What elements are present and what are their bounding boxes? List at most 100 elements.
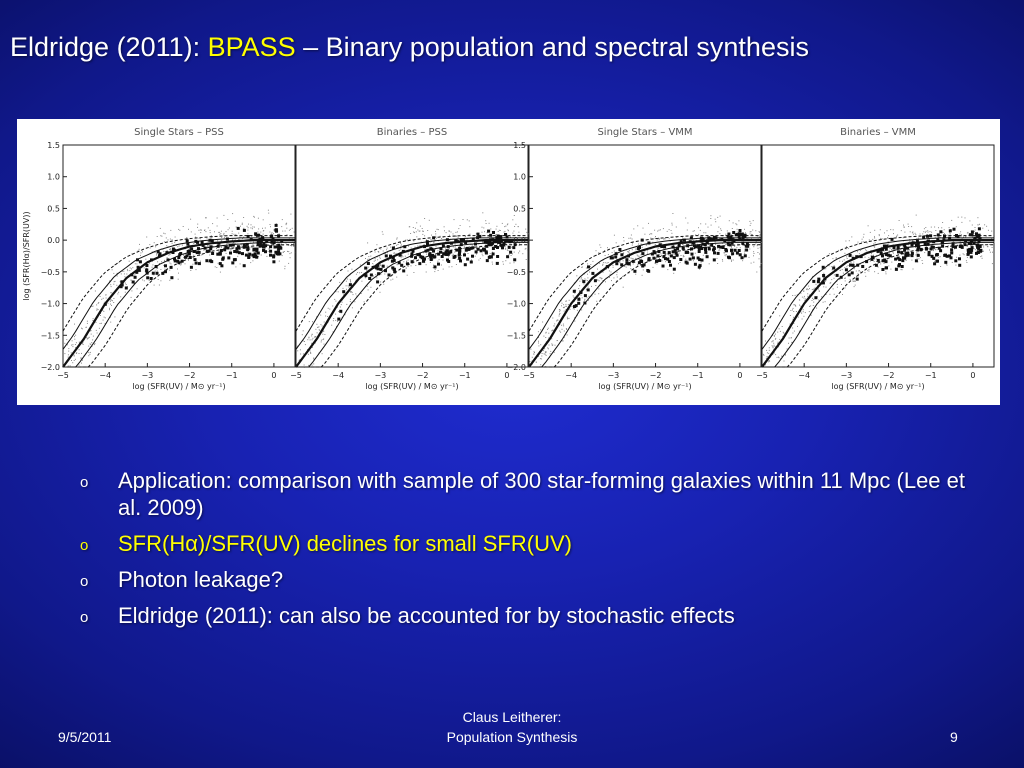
model-point [628,237,630,239]
model-point [623,252,625,254]
model-point [435,246,437,248]
model-point [64,353,66,355]
observed-point [478,235,482,238]
model-point [903,224,904,226]
observed-point [647,257,651,261]
model-point [397,244,399,245]
model-point [116,284,118,286]
model-point [345,280,347,282]
model-point [817,288,819,290]
observed-point [464,241,468,244]
observed-point [655,259,658,263]
observed-point [220,264,224,268]
model-point [795,311,797,312]
observed-point [512,246,516,250]
model-point [934,226,936,228]
model-point [232,238,234,240]
model-point [327,307,329,309]
model-point [266,255,268,257]
model-point [264,227,266,229]
model-point [871,253,872,255]
model-point [418,230,420,232]
model-point [325,315,327,317]
model-point [239,263,241,265]
model-point [847,247,849,249]
observed-point [269,249,273,253]
observed-point [870,257,874,261]
model-point [809,294,811,296]
observed-point [192,250,196,253]
model-point [404,240,406,241]
model-point [833,277,835,279]
observed-point [930,254,934,258]
model-point [243,227,245,229]
observed-point [936,233,940,237]
model-point [728,220,730,222]
model-point [849,278,851,280]
model-point [423,244,425,246]
observed-point [948,229,952,233]
model-point [791,337,792,339]
model-point [607,247,608,249]
model-point [160,235,162,237]
model-point [880,263,882,265]
model-point [774,338,776,340]
model-point [759,253,760,255]
model-point [384,253,386,254]
model-point [752,229,754,231]
model-point [961,216,963,218]
model-point [658,237,660,239]
observed-point [205,259,209,263]
model-point [898,220,900,221]
model-point [867,225,869,227]
observed-point [248,252,252,256]
model-point [744,253,746,255]
model-point [673,254,675,256]
observed-point [900,251,904,255]
model-point [878,234,880,236]
model-point [269,231,271,233]
observed-point [462,238,466,242]
model-point [452,246,454,248]
bullet-marker-icon: o [80,573,89,590]
bullet-text: Photon leakage? [118,567,284,592]
model-point [507,245,509,247]
observed-point [700,258,704,262]
model-point [70,352,72,354]
model-point [750,262,752,264]
observed-point [200,240,204,244]
model-point [90,330,92,332]
model-point [844,267,846,268]
model-point [419,225,421,227]
model-point [437,250,439,252]
observed-point [849,263,853,267]
observed-point [471,254,474,258]
bullet-item: o Application: comparison with sample of … [78,467,978,521]
model-point [309,339,311,341]
model-point [181,263,182,265]
model-point [547,347,549,349]
model-point [698,233,700,235]
model-point [806,288,808,290]
observed-point [705,255,709,259]
observed-point [445,252,449,256]
model-point [408,226,410,228]
model-point [793,304,795,306]
model-point [836,286,838,288]
model-point [509,262,511,264]
model-point [608,267,609,269]
model-point [356,295,358,297]
observed-point [244,253,248,257]
model-point [206,237,208,239]
model-curve [62,239,295,368]
model-point [163,241,165,243]
model-point [940,242,942,244]
observed-point [667,251,671,255]
model-point [152,264,154,266]
model-point [315,328,317,330]
model-point [67,356,69,358]
model-point [909,254,911,255]
observed-point [502,242,506,245]
model-point [289,257,291,259]
